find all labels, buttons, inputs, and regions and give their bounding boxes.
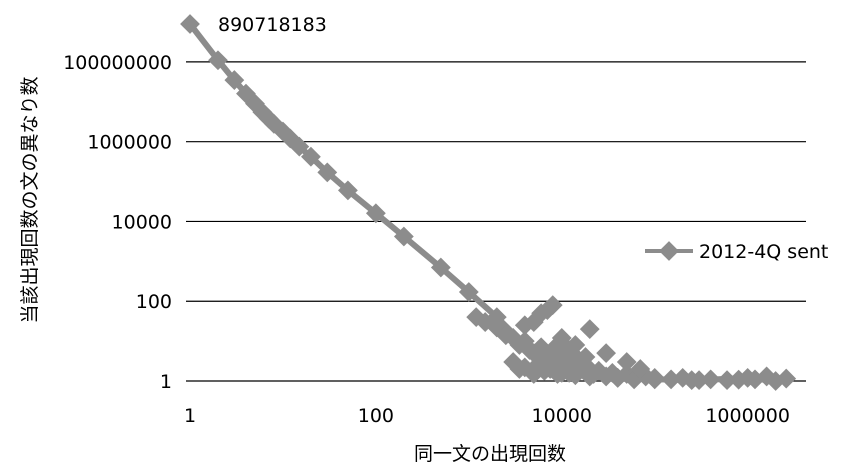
data-point [301, 146, 321, 167]
y-tick-label: 100 [136, 291, 172, 313]
data-point [644, 367, 665, 388]
legend-marker [659, 241, 679, 261]
data-point [776, 368, 797, 389]
legend: 2012-4Q sent [645, 241, 828, 263]
y-tick-label: 1000000 [87, 132, 172, 154]
y-tick-labels: 1 100 10000 1000000 100000000 [63, 52, 172, 393]
data-point [338, 180, 358, 201]
data-point [700, 369, 721, 390]
data-point [717, 370, 737, 391]
y-tick-label: 100000000 [63, 52, 172, 74]
x-tick-label: 100 [358, 405, 394, 427]
data-point [289, 136, 310, 157]
data-point [547, 335, 568, 355]
data-point [430, 257, 451, 278]
y-tick-label: 10000 [112, 211, 172, 233]
data-point [514, 315, 535, 336]
data-point [681, 370, 702, 391]
data-point [575, 347, 596, 367]
scatter-layer [466, 295, 797, 391]
data-point [661, 369, 681, 390]
series-layer [180, 14, 786, 391]
x-tick-label: 10000 [532, 405, 592, 427]
data-point [458, 282, 479, 302]
data-point [365, 203, 386, 224]
x-tick-labels: 1 100 10000 1000000 [184, 405, 790, 427]
peak-annotation: 890718183 [218, 14, 327, 36]
x-axis-label: 同一文の出現回数 [414, 443, 566, 465]
data-point [596, 343, 617, 364]
data-point [393, 226, 414, 247]
y-tick-label: 1 [160, 371, 172, 393]
x-tick-label: 1000000 [705, 405, 790, 427]
data-point [616, 352, 637, 372]
data-point [224, 70, 245, 90]
data-point [579, 319, 600, 340]
data-point [630, 359, 651, 379]
legend-label: 2012-4Q sent [699, 241, 828, 263]
data-point [756, 366, 777, 387]
x-tick-label: 1 [184, 405, 196, 427]
y-axis-label: 当該出現回数の文の異なり数 [19, 76, 41, 323]
data-point [317, 162, 338, 183]
data-point [728, 369, 749, 390]
